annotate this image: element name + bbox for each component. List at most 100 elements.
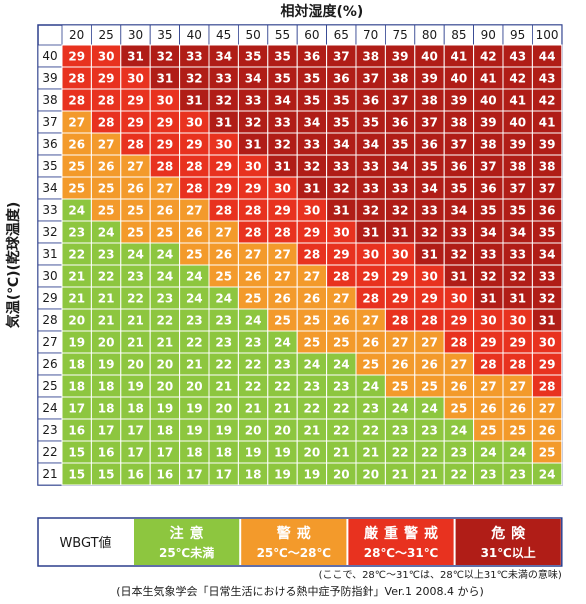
cell-value-label: 33	[215, 72, 232, 86]
cell-value-label: 32	[215, 94, 232, 108]
cell-value-label: 30	[539, 336, 556, 350]
y-tick-label: 36	[42, 137, 57, 151]
cell-value-label: 29	[274, 204, 291, 218]
cell-value-label: 18	[98, 402, 115, 416]
cell-value-label: 28	[274, 226, 291, 240]
cell-value-label: 23	[98, 248, 115, 262]
cell-value-label: 29	[333, 248, 350, 262]
cell-value-label: 21	[68, 270, 85, 284]
x-tick-label: 85	[451, 28, 466, 42]
cell-value-label: 35	[392, 138, 409, 152]
cell-value-label: 29	[127, 116, 144, 130]
cell-value-label: 27	[333, 292, 350, 306]
cell-value-label: 24	[509, 446, 526, 460]
cell-value-label: 33	[480, 248, 497, 262]
cell-value-label: 21	[392, 468, 409, 482]
cell-value-label: 17	[186, 468, 203, 482]
cell-value-label: 36	[480, 182, 497, 196]
cell-value-label: 34	[509, 226, 526, 240]
cell-value-label: 23	[421, 424, 438, 438]
cell-value-label: 25	[68, 160, 85, 174]
cell-value-label: 21	[362, 446, 379, 460]
cell-value-label: 26	[509, 402, 526, 416]
cell-value-label: 30	[451, 292, 468, 306]
cell-value-label: 18	[245, 468, 262, 482]
cell-value-label: 24	[421, 402, 438, 416]
cell-value-label: 33	[186, 50, 203, 64]
cell-value-label: 35	[304, 72, 321, 86]
cell-value-label: 27	[304, 270, 321, 284]
cell-value-label: 32	[421, 226, 438, 240]
cell-value-label: 29	[509, 336, 526, 350]
cell-value-label: 31	[480, 292, 497, 306]
cell-value-label: 22	[421, 446, 438, 460]
cell-value-label: 31	[451, 270, 468, 284]
cell-value-label: 34	[245, 72, 262, 86]
cell-value-label: 28	[68, 72, 85, 86]
cell-value-label: 29	[157, 116, 174, 130]
cell-value-label: 23	[392, 424, 409, 438]
cell-value-label: 17	[127, 446, 144, 460]
cell-value-label: 19	[215, 424, 232, 438]
cell-value-label: 22	[215, 358, 232, 372]
cell-value-label: 28	[392, 314, 409, 328]
cell-value-label: 25	[539, 446, 556, 460]
cell-value-label: 36	[451, 160, 468, 174]
cell-value-label: 16	[157, 468, 174, 482]
cell-value-label: 30	[333, 226, 350, 240]
cell-value-label: 28	[215, 204, 232, 218]
cell-value-label: 27	[157, 182, 174, 196]
cell-value-label: 24	[362, 380, 379, 394]
cell-value-label: 29	[392, 292, 409, 306]
x-tick-label: 40	[187, 28, 202, 42]
legend-level-range: 25℃未満	[159, 545, 214, 560]
cell-value-label: 21	[127, 336, 144, 350]
cell-value-label: 27	[215, 226, 232, 240]
cell-value-label: 37	[509, 182, 526, 196]
source-citation: (日本生気象学会「日常生活における熱中症予防指針」Ver.1 2008.4 から…	[116, 584, 484, 598]
cell-value-label: 25	[274, 314, 291, 328]
y-tick-label: 37	[42, 115, 57, 129]
y-tick-label: 31	[42, 247, 57, 261]
cell-value-label: 31	[392, 226, 409, 240]
cell-value-label: 31	[421, 248, 438, 262]
cell-value-label: 28	[186, 160, 203, 174]
cell-value-label: 36	[304, 50, 321, 64]
cell-value-label: 25	[245, 292, 262, 306]
cell-value-label: 33	[304, 138, 321, 152]
cell-value-label: 28	[98, 116, 115, 130]
y-tick-label: 26	[42, 357, 57, 371]
cell-value-label: 29	[392, 270, 409, 284]
cell-value-label: 27	[480, 380, 497, 394]
x-tick-label: 60	[304, 28, 319, 42]
cell-value-label: 37	[392, 94, 409, 108]
legend-note: (ここで、28℃〜31℃は、28℃以上31℃未満の意味)	[319, 568, 562, 581]
cell-value-label: 26	[333, 314, 350, 328]
cell-value-label: 26	[421, 358, 438, 372]
cell-value-label: 25	[215, 270, 232, 284]
cell-value-label: 24	[480, 446, 497, 460]
legend-swatch	[455, 519, 561, 565]
cell-value-label: 18	[98, 380, 115, 394]
cell-value-label: 30	[304, 204, 321, 218]
cell-value-label: 18	[68, 380, 85, 394]
cell-value-label: 24	[157, 248, 174, 262]
cell-value-label: 22	[98, 270, 115, 284]
cell-value-label: 40	[509, 116, 526, 130]
cell-value-label: 32	[392, 204, 409, 218]
legend: WBGT値 注意 25℃未満 警戒 25℃〜28℃ 厳重警戒 28℃〜31℃ 危険 31℃以上	[37, 517, 563, 567]
cell-value-label: 28	[333, 270, 350, 284]
cell-value-label: 20	[333, 468, 350, 482]
cell-value-label: 38	[362, 50, 379, 64]
cell-value-label: 18	[186, 446, 203, 460]
cell-value-label: 25	[68, 182, 85, 196]
cell-value-label: 22	[333, 402, 350, 416]
cell-value-label: 31	[362, 226, 379, 240]
cell-value-label: 30	[421, 270, 438, 284]
cell-value-label: 19	[157, 402, 174, 416]
cell-value-label: 26	[304, 292, 321, 306]
cell-value-label: 15	[98, 468, 115, 482]
cell-value-label: 26	[245, 270, 262, 284]
cell-value-label: 24	[539, 468, 556, 482]
cell-value-label: 22	[392, 446, 409, 460]
